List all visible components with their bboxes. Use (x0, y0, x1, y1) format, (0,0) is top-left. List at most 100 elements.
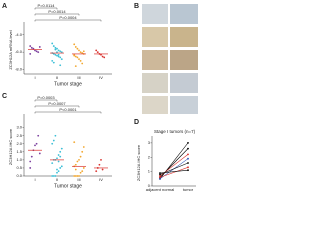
data-point (74, 65, 77, 68)
y-axis-label: ZC3H12A IHC score (8, 128, 13, 165)
data-point (54, 48, 57, 51)
p-value: P<0.0001 (59, 107, 77, 112)
x-tick-label: I (34, 75, 35, 80)
data-point (29, 53, 32, 55)
data-point (60, 165, 63, 168)
x-tick-label: I (34, 177, 35, 182)
data-point (74, 46, 77, 48)
significance-bracket (34, 7, 58, 10)
panel-label: A (2, 3, 7, 10)
data-point (79, 155, 82, 158)
significance-bracket (34, 19, 102, 22)
y-tick-label: 0.5 (16, 165, 22, 170)
data-point (35, 50, 38, 53)
data-point (79, 51, 82, 54)
data-point (38, 46, 41, 48)
image (142, 4, 168, 24)
data-point (82, 50, 85, 53)
micrographs (142, 4, 198, 114)
data-point (51, 162, 54, 165)
data-point (54, 175, 57, 177)
y-tick-label: 0.0 (16, 173, 22, 178)
data-point (101, 55, 104, 58)
x-tick-label: II (56, 75, 58, 80)
x-tick-label: IV (99, 75, 103, 80)
data-point (52, 61, 55, 64)
data-point (187, 147, 189, 150)
data-point (57, 170, 60, 173)
data-point (98, 163, 101, 166)
data-point (34, 49, 36, 52)
data-point (100, 158, 102, 161)
data-point (57, 49, 60, 52)
data-point (74, 163, 77, 166)
data-point (73, 141, 76, 144)
x-tick-label: III (77, 177, 80, 182)
data-point (82, 146, 85, 148)
panel-label: D (134, 119, 139, 126)
data-point (187, 169, 189, 172)
data-point (79, 60, 82, 62)
image (170, 73, 198, 93)
data-point (73, 54, 76, 57)
x-tick-label: adjacent normal (146, 187, 175, 192)
data-point (30, 46, 33, 49)
data-point (76, 47, 79, 50)
data-point (56, 171, 58, 174)
data-point (159, 175, 161, 177)
y-tick-label: -4.0 (15, 32, 23, 37)
data-point (56, 54, 58, 57)
data-point (187, 157, 189, 160)
data-point (29, 167, 32, 169)
data-point (60, 147, 63, 150)
data-point (54, 53, 57, 56)
y-tick-label: 2.5 (16, 133, 22, 138)
image (170, 27, 198, 47)
data-point (82, 167, 85, 169)
data-point (51, 142, 54, 145)
data-point (78, 175, 80, 177)
data-point (81, 52, 84, 54)
data-point (59, 50, 62, 53)
data-point (78, 158, 80, 161)
data-point (56, 157, 58, 160)
x-tick-label: IV (99, 177, 103, 182)
data-point (103, 56, 106, 59)
data-point (59, 150, 62, 153)
data-point (56, 51, 58, 54)
data-point (159, 173, 161, 176)
data-point (76, 56, 79, 59)
data-point (159, 176, 161, 179)
data-point (51, 60, 54, 62)
data-point (54, 46, 57, 49)
data-point (38, 152, 41, 155)
data-point (52, 53, 55, 55)
data-point (30, 155, 33, 158)
y-tick-label: 1.5 (16, 149, 22, 154)
y-tick-label: 2 (148, 154, 151, 159)
p-value: P=0.0004 (59, 15, 77, 20)
data-point (74, 175, 77, 177)
data-point (187, 162, 189, 164)
data-point (187, 153, 189, 156)
significance-bracket (34, 105, 80, 108)
data-point (73, 175, 76, 177)
y-axis-label: ZC3H12A IHC score (136, 144, 141, 181)
data-point (76, 175, 79, 177)
data-point (57, 55, 60, 58)
data-point (59, 155, 62, 158)
data-point (101, 168, 104, 171)
y-tick-label: 2.0 (16, 141, 22, 146)
data-point (56, 47, 58, 50)
x-tick-label: II (56, 177, 58, 182)
data-point (73, 43, 76, 46)
y-tick-label: -6.0 (15, 49, 23, 54)
image (142, 50, 168, 70)
data-point (32, 47, 35, 50)
y-tick-label: 3.0 (16, 125, 22, 130)
data-point (159, 172, 161, 174)
panel-label: C (2, 93, 7, 100)
data-point (187, 141, 189, 144)
significance-bracket (34, 13, 80, 16)
data-point (59, 56, 62, 59)
